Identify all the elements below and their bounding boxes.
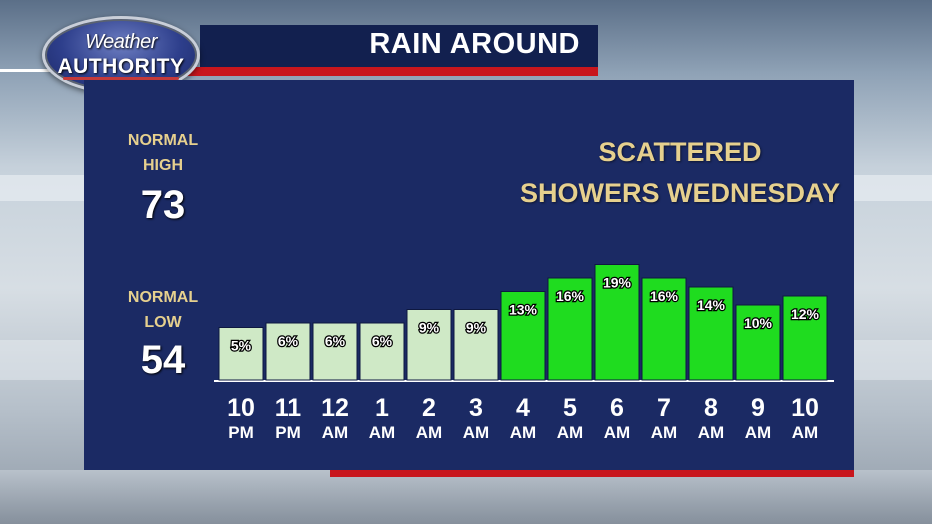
x-tick-hour: 8 xyxy=(704,394,718,422)
x-tick-hour: 7 xyxy=(657,394,671,422)
bar xyxy=(782,295,828,381)
bar xyxy=(547,277,593,381)
bar-value-label: 6% xyxy=(325,333,346,349)
forecast-headline: SCATTERED SHOWERS WEDNESDAY xyxy=(500,132,860,214)
x-tick-period: AM xyxy=(557,423,583,442)
title-bar: RAIN AROUND xyxy=(200,25,598,67)
normal-low-value: 54 xyxy=(140,338,186,382)
x-tick-hour: 6 xyxy=(610,394,624,422)
normal-high-label-line2: HIGH xyxy=(143,157,183,174)
x-tick-period: AM xyxy=(604,423,630,442)
bar-value-label: 13% xyxy=(509,302,538,318)
normal-high-label-line1: NORMAL xyxy=(127,132,199,149)
bar xyxy=(406,309,452,381)
x-tick-period: AM xyxy=(651,423,677,442)
x-tick-hour: 11 xyxy=(275,394,302,422)
bar-value-label: 6% xyxy=(278,333,299,349)
title-accent-bar xyxy=(160,67,598,76)
x-tick-period: AM xyxy=(698,423,724,442)
x-tick-period: AM xyxy=(510,423,536,442)
bar-value-label: 16% xyxy=(650,288,679,304)
bar-value-label: 12% xyxy=(791,306,820,322)
bar xyxy=(688,286,734,381)
headline-line1: SCATTERED xyxy=(598,137,762,167)
bar xyxy=(594,264,640,381)
normal-low-label-line2: LOW xyxy=(144,314,182,331)
bottom-accent-bar xyxy=(330,470,854,477)
bar-value-label: 14% xyxy=(697,297,726,313)
bar xyxy=(265,322,311,381)
bar xyxy=(641,277,687,381)
bar xyxy=(453,309,499,381)
bar xyxy=(312,322,358,381)
bar-value-label: 10% xyxy=(744,315,773,331)
logo-text-authority: AUTHORITY xyxy=(57,55,185,78)
x-tick-hour: 5 xyxy=(563,394,577,422)
bar xyxy=(359,322,405,381)
logo-text-weather: Weather xyxy=(85,31,157,53)
x-tick-hour: 10 xyxy=(791,394,819,422)
bar-value-label: 6% xyxy=(372,333,393,349)
normal-low-label-line1: NORMAL xyxy=(127,289,199,306)
background-band xyxy=(0,470,932,524)
x-tick-hour: 12 xyxy=(321,394,349,422)
bar xyxy=(735,304,781,381)
bar-value-label: 5% xyxy=(231,338,252,354)
bar xyxy=(218,327,264,381)
x-tick-period: AM xyxy=(322,423,348,442)
x-tick-hour: 2 xyxy=(422,394,436,422)
bar-value-label: 9% xyxy=(466,320,487,336)
page-title: RAIN AROUND xyxy=(369,28,580,60)
x-tick-period: AM xyxy=(792,423,818,442)
x-tick-period: PM xyxy=(228,423,254,442)
x-tick-hour: 3 xyxy=(469,394,483,422)
bar-value-label: 9% xyxy=(419,320,440,336)
chart-panel xyxy=(84,80,854,470)
x-tick-hour: 10 xyxy=(227,394,255,422)
x-tick-hour: 9 xyxy=(751,394,765,422)
x-tick-period: AM xyxy=(369,423,395,442)
bar-value-label: 19% xyxy=(603,275,632,291)
x-tick-period: AM xyxy=(745,423,771,442)
x-tick-hour: 1 xyxy=(375,394,389,422)
x-tick-period: AM xyxy=(416,423,442,442)
logo-swoosh xyxy=(63,77,179,80)
normal-high-value: 73 xyxy=(140,183,186,227)
headline-line2: SHOWERS WEDNESDAY xyxy=(519,178,841,208)
x-tick-period: PM xyxy=(275,423,301,442)
x-tick-hour: 4 xyxy=(516,394,530,422)
x-tick-period: AM xyxy=(463,423,489,442)
bar-value-label: 16% xyxy=(556,288,585,304)
bar xyxy=(500,291,546,381)
